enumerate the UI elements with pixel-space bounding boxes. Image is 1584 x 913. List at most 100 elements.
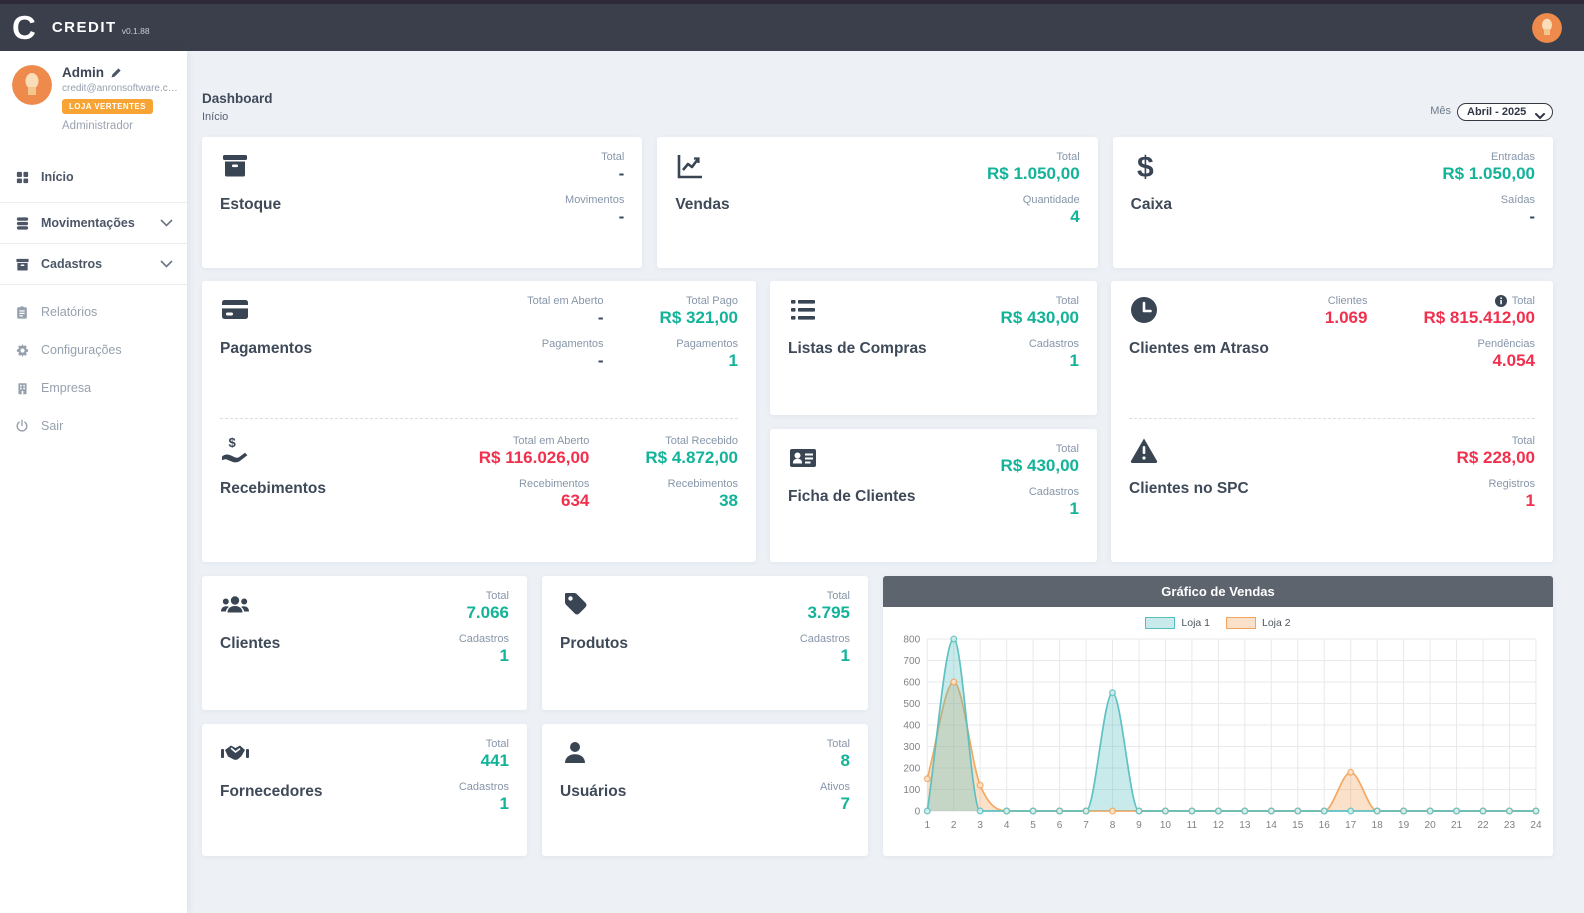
stat: Total em Aberto - — [527, 295, 604, 327]
sidebar-nav: Início Movimentações Cadastros — [0, 158, 187, 445]
sidebar-item-relatorios[interactable]: Relatórios — [0, 293, 187, 331]
sidebar-item-empresa[interactable]: Empresa — [0, 369, 187, 407]
card-title: Clientes em Atraso — [1129, 340, 1269, 357]
app-version: v0.1.88 — [121, 25, 150, 36]
svg-text:22: 22 — [1477, 820, 1489, 831]
sidebar: Admin credit@anronsoftware.co... LOJA VE… — [0, 51, 187, 913]
card-title: Vendas — [675, 196, 730, 213]
chevron-down-icon — [160, 257, 173, 271]
svg-text:5: 5 — [1030, 820, 1036, 831]
svg-text:800: 800 — [903, 635, 920, 646]
card-produtos: Produtos Total 3.795 Cadastros 1 — [542, 576, 868, 710]
user-block: Admin credit@anronsoftware.co... LOJA VE… — [0, 51, 187, 142]
svg-text:23: 23 — [1504, 820, 1516, 831]
svg-text:24: 24 — [1530, 820, 1542, 831]
dashed-divider — [220, 418, 738, 419]
stat: Saídas - — [1500, 194, 1535, 227]
chart-line-icon — [678, 155, 703, 179]
sidebar-item-inicio[interactable]: Início — [0, 158, 187, 196]
svg-text:14: 14 — [1266, 820, 1278, 831]
stat: Total 3.795 — [807, 590, 850, 622]
sidebar-item-label: Configurações — [41, 343, 122, 357]
card-atraso-spc: Clientes em Atraso Clientes 1.069 Total R… — [1111, 281, 1553, 562]
stat: Movimentos - — [565, 194, 625, 227]
legend-item-loja2[interactable]: Loja 2 — [1226, 617, 1291, 629]
id-card-icon — [790, 448, 816, 467]
stat: Total 7.066 — [466, 590, 509, 622]
svg-text:$: $ — [1137, 151, 1154, 181]
chart-title: Gráfico de Vendas — [883, 576, 1553, 607]
app-logo: C — [12, 9, 36, 46]
credit-card-icon — [222, 300, 248, 319]
svg-text:2: 2 — [951, 820, 957, 831]
card-title: Estoque — [220, 196, 282, 213]
users-icon — [221, 596, 249, 613]
sidebar-item-configuracoes[interactable]: Configurações — [0, 331, 187, 369]
breadcrumb-subtitle: Início — [202, 111, 229, 123]
sales-chart-card: Gráfico de Vendas Loja 1 Loja 2 0 100 200 3… — [883, 576, 1553, 856]
stat: Total R$ 430,00 — [1000, 442, 1079, 475]
card-title: Pagamentos — [220, 340, 313, 357]
card-title: Ficha de Clientes — [788, 487, 916, 505]
stat: Total R$ 430,00 — [1000, 295, 1079, 327]
power-icon — [14, 418, 30, 434]
stat: Cadastros 1 — [1028, 485, 1079, 518]
user-email: credit@anronsoftware.co... — [62, 83, 180, 94]
stat: Total R$ 815.412,00 — [1423, 295, 1535, 327]
card-vendas: Vendas Total R$ 1.050,00 Quantidade 4 — [657, 137, 1098, 268]
card-title: Clientes — [220, 635, 281, 652]
svg-text:9: 9 — [1136, 820, 1142, 831]
edit-pencil-icon[interactable] — [110, 67, 122, 79]
user-name: Admin — [62, 65, 180, 80]
stat: Total R$ 1.050,00 — [987, 151, 1080, 183]
clock-icon — [1131, 297, 1157, 323]
gear-icon — [14, 342, 30, 358]
warning-triangle-icon — [1130, 438, 1158, 463]
card-title: Usuários — [560, 783, 627, 800]
svg-text:3: 3 — [977, 820, 983, 831]
avatar-icon — [1532, 12, 1562, 43]
card-usuarios: Usuários Total 8 Ativos 7 — [542, 724, 868, 856]
info-icon — [1494, 295, 1507, 307]
card-title: Listas de Compras — [788, 340, 927, 357]
section-recebimentos: $ Recebimentos Total em Aberto R$ 116.026… — [220, 435, 738, 548]
svg-text:100: 100 — [903, 785, 920, 796]
card-title: Caixa — [1130, 196, 1173, 213]
stat: Total em Aberto R$ 116.026,00 — [478, 435, 590, 467]
breadcrumb: Dashboard Início — [202, 91, 273, 123]
month-select[interactable]: Abril - 2025 — [1457, 103, 1553, 121]
svg-text:500: 500 — [903, 699, 920, 710]
sidebar-item-cadastros[interactable]: Cadastros — [0, 244, 187, 285]
sidebar-item-label: Início — [41, 170, 74, 184]
card-estoque: Estoque Total - Movimentos - — [202, 137, 643, 268]
user-avatar[interactable] — [1532, 12, 1562, 43]
sidebar-item-sair[interactable]: Sair — [0, 407, 187, 445]
hand-money-icon: $ — [222, 435, 248, 463]
stat: Total 441 — [480, 738, 509, 770]
stat: Cadastros 1 — [799, 633, 850, 666]
chevron-down-icon — [160, 216, 173, 230]
card-title: Clientes no SPC — [1129, 480, 1249, 497]
stat: Recebimentos 38 — [667, 478, 738, 511]
svg-text:11: 11 — [1187, 820, 1198, 831]
stat: Total 8 — [826, 738, 850, 770]
stat: Total - — [601, 151, 625, 183]
building-icon — [14, 380, 30, 396]
section-clientes-no-spc: Clientes no SPC Total R$ 228,00 Registros… — [1129, 435, 1535, 548]
card-title: Produtos — [560, 635, 629, 652]
section-pagamentos: Pagamentos Total em Aberto - Pagamentos - … — [220, 295, 738, 408]
dashed-divider — [1129, 418, 1535, 419]
sidebar-item-movimentacoes[interactable]: Movimentações — [0, 202, 187, 244]
sidebar-item-label: Sair — [41, 419, 64, 433]
month-label: Mês — [1430, 105, 1451, 118]
database-icon — [14, 215, 30, 231]
sidebar-item-label: Cadastros — [41, 257, 103, 271]
sidebar-item-label: Relatórios — [41, 305, 98, 319]
stat: Cadastros 1 — [1028, 338, 1079, 371]
stat: Pagamentos 1 — [676, 338, 738, 371]
svg-text:$: $ — [229, 435, 237, 450]
svg-text:18: 18 — [1372, 820, 1384, 831]
legend-item-loja1[interactable]: Loja 1 — [1145, 617, 1210, 629]
archive-box-icon — [14, 256, 30, 272]
